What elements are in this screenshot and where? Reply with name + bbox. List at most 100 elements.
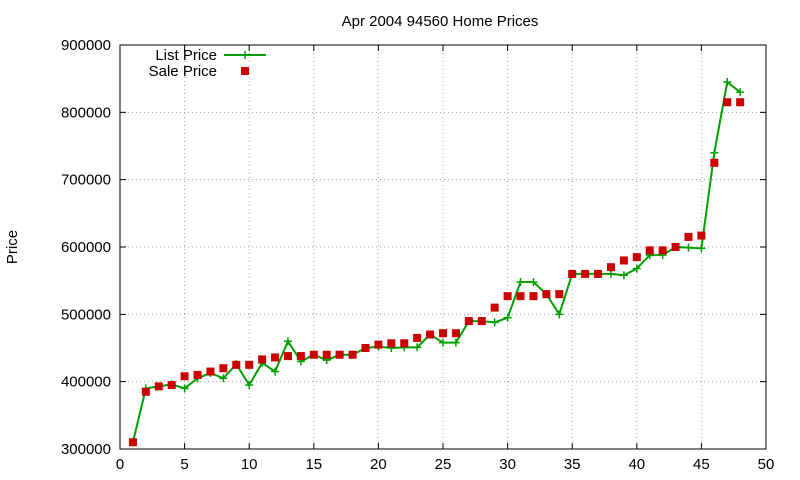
data-point [283,337,292,346]
data-point [555,290,564,299]
data-point [439,329,447,338]
data-point [606,269,615,278]
data-point [451,329,460,338]
data-point [684,243,693,252]
data-point [632,264,641,273]
data-point [736,88,745,97]
axis-ticks: 0 5 10 15 20 25 30 35 40 45 50 300000 400000 500000 60… [61,37,774,473]
data-point [180,372,189,381]
data-point [348,350,357,359]
data-point [180,384,189,393]
data-point [710,158,719,167]
series-list-price [128,78,745,447]
data-point [167,381,176,390]
chart-title: Apr 2004 94560 Home Prices [342,13,539,30]
x-tick-label: 5 [180,456,188,473]
data-point [490,303,499,312]
y-axis-label: Price [4,230,21,264]
data-point [361,344,370,352]
series-layer [128,78,745,447]
data-point [529,278,538,287]
y-tick-label: 900000 [61,37,111,54]
data-point [219,364,228,373]
x-tick-label: 30 [499,456,516,473]
data-point [193,370,202,379]
data-point [309,350,318,359]
data-point [232,360,241,369]
data-point [594,269,603,278]
x-tick-label: 20 [370,456,387,473]
data-point [697,231,706,240]
data-point [606,263,615,272]
data-point [490,318,499,327]
y-tick-label: 300000 [61,441,111,458]
data-point [413,333,422,342]
y-tick-label: 600000 [61,239,111,256]
data-point [503,292,512,301]
x-tick-label: 50 [758,456,775,473]
data-point [516,278,525,287]
data-point [555,310,564,319]
data-point [477,317,486,326]
data-point [619,271,628,280]
data-point [439,338,447,347]
data-point [206,367,215,376]
legend-label: List Price [155,47,217,64]
y-tick-label: 400000 [61,374,111,391]
grid-lines [120,45,766,449]
data-point [671,243,680,251]
data-point [645,246,654,255]
x-tick-label: 0 [116,456,124,473]
data-point [258,355,267,364]
x-tick-label: 10 [241,456,258,473]
data-point [736,98,745,107]
data-point [451,338,460,347]
y-tick-label: 500000 [61,306,111,323]
y-tick-label: 700000 [61,172,111,189]
data-point [697,244,706,253]
series-line [131,80,741,443]
y-tick-label: 800000 [61,104,111,121]
data-point [374,340,383,349]
data-point [568,269,577,278]
data-point [503,313,512,322]
data-point [723,98,732,107]
data-point [271,367,280,376]
data-point [296,352,305,361]
series-sale-price [128,98,745,447]
data-point [387,339,396,348]
data-point [658,246,667,255]
x-tick-label: 40 [628,456,645,473]
data-point [154,382,163,391]
data-point [581,269,590,278]
data-point [219,374,228,383]
legend-marker [241,51,249,59]
data-point [245,381,254,390]
data-point [322,350,331,359]
x-tick-label: 25 [435,456,452,473]
data-point [723,78,732,87]
data-point [283,352,292,361]
data-point [335,350,344,359]
legend-label: Sale Price [149,63,217,80]
x-tick-label: 15 [305,456,322,473]
data-point [245,360,254,369]
data-point [426,330,435,339]
data-point [632,253,641,262]
data-point [271,353,280,362]
data-point [516,292,525,301]
data-point [710,148,719,157]
legend-marker [241,67,249,75]
data-point [684,232,693,241]
data-point [413,343,422,352]
data-point [542,290,551,299]
x-tick-label: 45 [693,456,710,473]
x-tick-label: 35 [564,456,581,473]
data-point [128,438,137,447]
data-point [619,256,628,265]
data-point [464,317,473,326]
data-point [141,387,150,396]
data-point [400,339,409,348]
